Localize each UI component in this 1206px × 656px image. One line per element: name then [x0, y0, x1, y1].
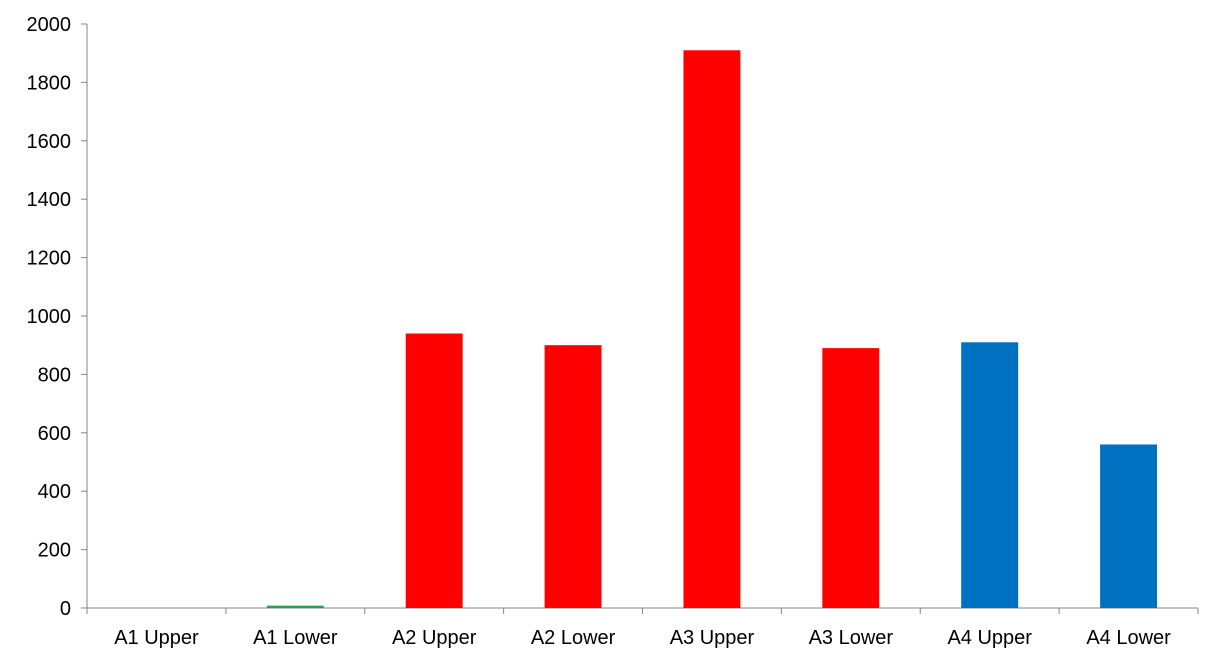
bars	[266, 50, 1158, 608]
x-category-label: A2 Lower	[531, 627, 616, 649]
y-tick-label: 600	[38, 423, 71, 445]
y-tick-label: 1000	[27, 306, 72, 328]
x-category-label: A1 Lower	[253, 627, 338, 649]
x-axis: A1 Upper A1 Lower A2 Upper A2 Lower A3 Upper…	[86, 607, 1199, 649]
y-tick-label: 200	[38, 540, 71, 562]
x-category-label: A3 Upper	[670, 627, 755, 649]
y-axis: 0 200 400 600 800 1000 1200 1400 1600 1800 2000	[27, 14, 88, 620]
x-category-label: A1 Upper	[114, 627, 199, 649]
y-tick-label: 0	[60, 598, 71, 620]
y-tick-label: 1400	[27, 189, 72, 211]
bar-a1-lower	[266, 605, 324, 608]
bar-a2-upper	[405, 333, 463, 608]
y-tick-label: 1800	[27, 72, 72, 94]
bar-a2-lower	[544, 345, 602, 608]
x-category-label: A3 Lower	[809, 627, 894, 649]
x-category-label: A4 Lower	[1086, 627, 1171, 649]
bar-a3-upper	[683, 50, 741, 608]
x-category-label: A4 Upper	[947, 627, 1032, 649]
y-tick-label: 1200	[27, 248, 72, 270]
bar-a3-lower	[822, 348, 880, 608]
y-tick-label: 400	[38, 481, 71, 503]
y-tick-label: 2000	[27, 14, 72, 36]
bar-a4-lower	[1100, 444, 1158, 608]
y-tick-label: 1600	[27, 131, 72, 153]
x-category-label: A2 Upper	[392, 627, 477, 649]
bar-a4-upper	[961, 342, 1019, 608]
y-tick-label: 800	[38, 364, 71, 386]
